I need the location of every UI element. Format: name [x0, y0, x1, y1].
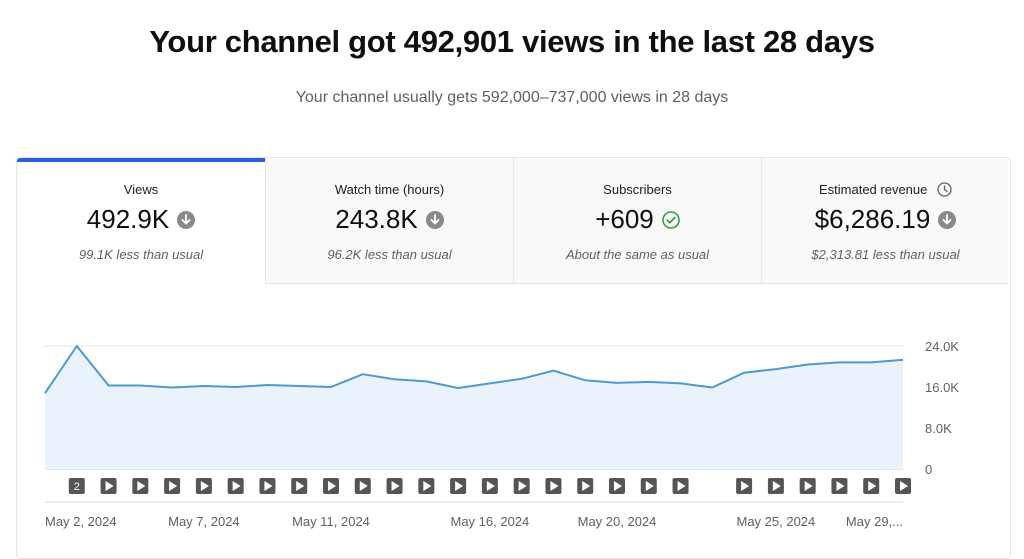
- play-icon: [232, 481, 241, 491]
- tab-subscribers[interactable]: Subscribers +609 About the same as usual: [513, 158, 761, 284]
- play-icon: [677, 481, 686, 491]
- play-icon: [264, 481, 273, 491]
- play-icon: [169, 481, 178, 491]
- play-icon: [359, 481, 368, 491]
- x-tick-label: May 16, 2024: [450, 514, 529, 529]
- tab-label: Views: [123, 182, 159, 197]
- tab-views[interactable]: Views 492.9K 99.1K less than usual: [17, 158, 265, 284]
- tab-note: 96.2K less than usual: [327, 247, 452, 262]
- tab-value: $6,286.19: [814, 204, 931, 234]
- tab-label: Watch time (hours): [334, 182, 445, 197]
- tab-value: +609: [595, 204, 654, 234]
- play-icon: [105, 481, 114, 491]
- views-chart-area: 24.0K 16.0K 8.0K 0 2 May 2, 2024 May 7, 2024 Ma…: [17, 284, 1010, 558]
- tab-value: 492.9K: [86, 204, 170, 234]
- x-tick-label: May 2, 2024: [45, 514, 117, 529]
- views-series-line: [44, 345, 904, 394]
- play-icon: [328, 481, 336, 491]
- play-icon: [836, 481, 845, 491]
- play-icon: [550, 481, 559, 491]
- play-icon: [200, 481, 209, 491]
- play-icon: [868, 481, 877, 491]
- x-tick-label: May 25, 2024: [736, 514, 815, 529]
- x-tick-label: May 29,...: [846, 514, 903, 529]
- arrow-down-circle-icon: [425, 210, 444, 229]
- play-icon: [741, 481, 750, 491]
- play-icon: [455, 481, 464, 491]
- y-tick-label: 0: [925, 462, 932, 477]
- analytics-card: Views 492.9K 99.1K less than usual Watch…: [16, 157, 1011, 559]
- y-tick-label: 8.0K: [925, 421, 952, 436]
- check-circle-icon: [661, 210, 680, 229]
- x-tick-label: May 7, 2024: [168, 514, 240, 529]
- play-icon: [423, 481, 432, 491]
- page-subtitle: Your channel usually gets 592,000–737,00…: [295, 89, 729, 106]
- x-tick-label: May 20, 2024: [578, 514, 657, 529]
- arrow-down-circle-icon: [177, 210, 196, 229]
- views-line-chart: 24.0K 16.0K 8.0K 0 2 May 2, 2024 May 7, 2024 Ma…: [44, 339, 959, 529]
- play-icon: [518, 481, 527, 491]
- play-icon: [645, 481, 654, 491]
- tab-label: Subscribers: [603, 182, 672, 197]
- tab-estimated-revenue[interactable]: Estimated revenue $6,286.19 $2,313.81 le…: [761, 158, 1009, 284]
- y-tick-label: 24.0K: [925, 339, 959, 354]
- video-count-marker[interactable]: [68, 478, 85, 494]
- metric-tabs: Views 492.9K 99.1K less than usual Watch…: [17, 158, 1010, 284]
- play-icon: [614, 481, 622, 491]
- play-icon: [900, 481, 908, 491]
- clock-icon[interactable]: [937, 182, 952, 197]
- page-title: Your channel got 492,901 views in the la…: [149, 24, 875, 59]
- y-tick-label: 16.0K: [925, 380, 959, 395]
- tab-value: 243.8K: [335, 204, 418, 234]
- play-icon: [582, 481, 591, 491]
- tab-note: About the same as usual: [565, 247, 710, 262]
- play-icon: [486, 481, 495, 491]
- views-area-fill: [45, 346, 903, 469]
- tab-note: 99.1K less than usual: [78, 247, 204, 262]
- tab-watch-time[interactable]: Watch time (hours) 243.8K 96.2K less tha…: [265, 158, 513, 284]
- arrow-down-circle-icon: [938, 210, 957, 229]
- tab-label: Estimated revenue: [818, 182, 928, 197]
- video-count-label: 2: [74, 481, 80, 493]
- x-tick-label: May 11, 2024: [292, 514, 370, 529]
- play-icon: [804, 481, 813, 491]
- tab-note: $2,313.81 less than usual: [811, 247, 960, 262]
- play-icon: [772, 481, 781, 491]
- play-icon: [296, 481, 305, 491]
- play-icon: [137, 481, 146, 491]
- play-icon: [391, 481, 400, 491]
